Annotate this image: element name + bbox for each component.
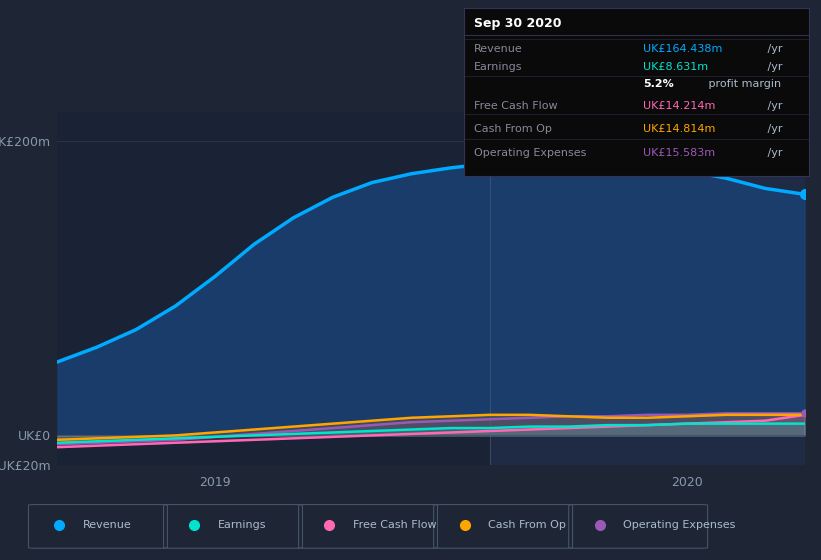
Text: 5.2%: 5.2%	[643, 79, 674, 89]
Text: UK£15.583m: UK£15.583m	[643, 148, 715, 158]
Text: Free Cash Flow: Free Cash Flow	[475, 101, 557, 111]
Text: Revenue: Revenue	[82, 520, 131, 530]
Text: UK£8.631m: UK£8.631m	[643, 62, 709, 72]
Text: Revenue: Revenue	[475, 44, 523, 54]
Text: Cash From Op: Cash From Op	[488, 520, 566, 530]
Bar	[490, 112, 805, 465]
Text: profit margin: profit margin	[705, 79, 782, 89]
Text: /yr: /yr	[764, 44, 782, 54]
Text: Earnings: Earnings	[218, 520, 266, 530]
Text: /yr: /yr	[764, 62, 782, 72]
Text: Earnings: Earnings	[475, 62, 523, 72]
Text: Operating Expenses: Operating Expenses	[475, 148, 586, 158]
Text: UK£14.814m: UK£14.814m	[643, 124, 716, 134]
Text: /yr: /yr	[764, 148, 782, 158]
Text: /yr: /yr	[764, 124, 782, 134]
Text: Operating Expenses: Operating Expenses	[623, 520, 735, 530]
Text: Cash From Op: Cash From Op	[475, 124, 552, 134]
Text: UK£164.438m: UK£164.438m	[643, 44, 722, 54]
Text: UK£14.214m: UK£14.214m	[643, 101, 716, 111]
Text: Sep 30 2020: Sep 30 2020	[475, 17, 562, 30]
Text: Free Cash Flow: Free Cash Flow	[353, 520, 436, 530]
Text: /yr: /yr	[764, 101, 782, 111]
